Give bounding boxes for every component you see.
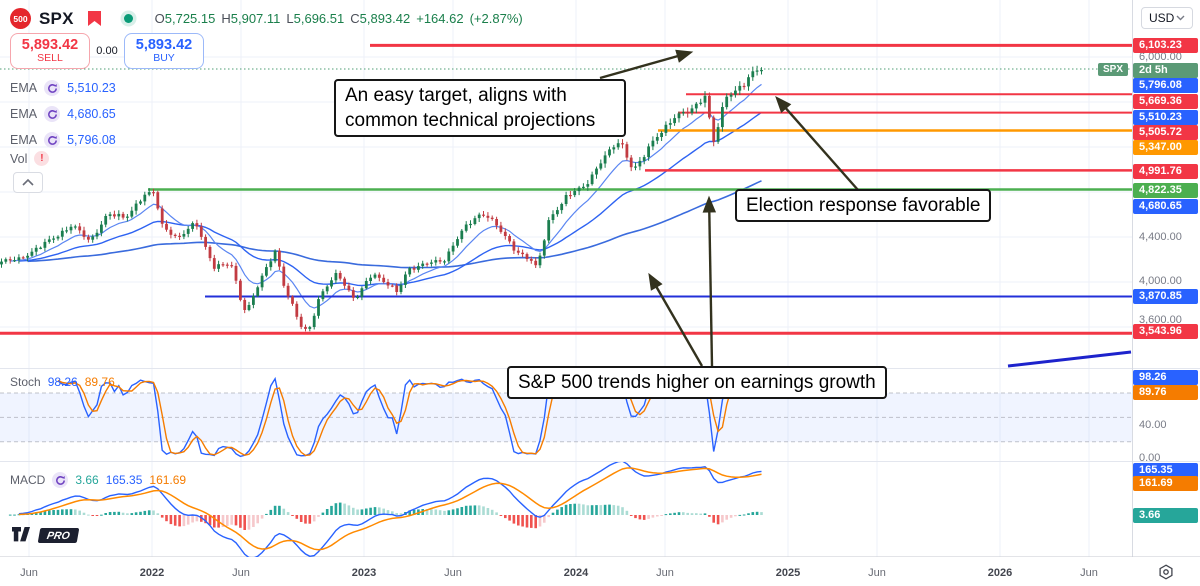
price-axis-tag: 4,822.35 (1133, 182, 1198, 198)
tv-mark-icon (12, 527, 30, 542)
time-axis-label: Jun (1080, 567, 1098, 579)
ema-legend-row: EMA 4,680.65 (10, 106, 116, 122)
ema-legend-row: EMA 5,510.23 (10, 80, 116, 96)
time-axis-label: Jun (444, 567, 462, 579)
price-axis-tag: 4,991.76 (1133, 163, 1198, 179)
price-axis-tag: 2d 5h (1133, 62, 1198, 78)
price-axis-tag: 5,347.00 (1133, 139, 1198, 155)
time-axis-label: Jun (868, 567, 886, 579)
price-axis-tag: 161.69 (1133, 475, 1198, 491)
price-axis-tag: 89.76 (1133, 384, 1198, 400)
ema-label: EMA (10, 133, 38, 147)
price-axis[interactable]: 6,000.00 4,400.00 4,000.00 3,600.00 40.00 0.0… (1132, 0, 1200, 557)
trendline[interactable] (1007, 350, 1132, 368)
macd-label: MACD (10, 473, 46, 487)
annotation-easy-target[interactable]: An easy target, aligns with common techn… (334, 79, 626, 137)
flag-icon[interactable] (87, 10, 102, 27)
refresh-icon[interactable] (44, 80, 61, 96)
macd-signal-value: 161.69 (149, 473, 187, 487)
stoch-label: Stoch (10, 375, 41, 389)
volume-legend-row: Vol ! (10, 151, 50, 166)
price-axis-tag: 3,543.96 (1133, 323, 1198, 339)
price-axis-tag: 4,680.65 (1133, 198, 1198, 214)
stoch-k-value: 98.26 (47, 375, 78, 389)
time-axis-label: 2025 (775, 567, 801, 579)
ema-label: EMA (10, 81, 38, 95)
price-axis-tag: 3.66 (1133, 507, 1198, 523)
time-axis-label: Jun (232, 567, 250, 579)
macd-hist-value: 3.66 (75, 473, 99, 487)
stochastic-series (57, 376, 762, 458)
error-icon[interactable]: ! (34, 151, 50, 166)
stoch-band (0, 393, 1132, 442)
annotation-election-response[interactable]: Election response favorable (735, 189, 992, 222)
ema-value: 5,510.23 (67, 81, 116, 95)
collapse-pane-button[interactable] (13, 172, 43, 193)
refresh-icon[interactable] (44, 132, 61, 148)
spread-value: 0.00 (96, 45, 118, 57)
price-axis-tick: 0.00 (1139, 451, 1161, 464)
price-axis-tag: 165.35 (1133, 462, 1198, 478)
currency-value: USD (1149, 11, 1175, 25)
change-percent: (+2.87%) (469, 11, 523, 26)
price-axis-tag: 98.26 (1133, 369, 1198, 385)
symbol-price-tag: SPX (1098, 63, 1129, 76)
stoch-d-value: 89.76 (84, 375, 115, 389)
refresh-icon[interactable] (44, 106, 61, 122)
time-axis-label: Jun (20, 567, 38, 579)
pro-badge: PRO (37, 527, 80, 543)
buy-button[interactable]: 5,893.42 BUY (124, 33, 204, 69)
change-value: +164.62 (416, 11, 464, 26)
price-axis-tag: 5,505.72 (1133, 124, 1198, 140)
macd-legend-row: MACD 3.66 165.35 161.69 (10, 472, 186, 488)
volume-label: Vol (10, 151, 28, 166)
annotation-earnings-growth[interactable]: S&P 500 trends higher on earnings growth (507, 366, 887, 399)
price-axis-tick: 4,000.00 (1139, 274, 1182, 287)
price-axis-tag: 5,669.36 (1133, 93, 1198, 109)
macd-series (8, 462, 763, 557)
price-axis-tag: 3,870.85 (1133, 288, 1198, 304)
candlestick-series (0, 65, 763, 332)
time-axis-label: 2024 (563, 567, 589, 579)
refresh-icon[interactable] (52, 472, 69, 488)
annotation-arrows (599, 49, 859, 367)
price-level-lines[interactable] (0, 43, 1132, 335)
order-panel: 5,893.42 SELL 0.00 5,893.42 BUY (10, 33, 204, 69)
chevron-down-icon (1176, 15, 1185, 21)
time-axis-label: Jun (656, 567, 674, 579)
price-axis-tick: 4,400.00 (1139, 230, 1182, 243)
time-axis-label: 2026 (987, 567, 1013, 579)
time-axis-label: 2022 (139, 567, 165, 579)
sp500-logo-icon: 500 (10, 8, 31, 29)
currency-selector[interactable]: USD (1141, 7, 1193, 29)
ohlc-readout: O5,725.15 H5,907.11 L5,696.51 C5,893.42 … (154, 11, 523, 26)
scale-settings-icon[interactable] (1152, 562, 1180, 582)
price-axis-tick: 40.00 (1139, 418, 1167, 431)
time-axis[interactable]: Jun 2022 Jun 2023 Jun 2024 Jun 2025 Jun 2026 Jun (0, 557, 1200, 586)
ema-legend-row: EMA 5,796.08 (10, 132, 116, 148)
stoch-legend-row: Stoch 98.26 89.76 (10, 375, 115, 389)
ema-value: 4,680.65 (67, 107, 116, 121)
ema-value: 5,796.08 (67, 133, 116, 147)
macd-line-value: 165.35 (105, 473, 143, 487)
price-axis-tick: 3,600.00 (1139, 313, 1182, 326)
price-axis-tag: 5,796.08 (1133, 77, 1198, 93)
price-axis-tick: 6,000.00 (1139, 50, 1182, 63)
symbol-name: SPX (39, 8, 74, 28)
price-axis-tag: 5,510.23 (1133, 109, 1198, 125)
symbol-header: 500 SPX O5,725.15 H5,907.11 L5,696.51 C5… (10, 8, 523, 29)
market-status-icon (123, 14, 133, 23)
tradingview-logo[interactable]: PRO (12, 527, 80, 543)
ema-label: EMA (10, 107, 38, 121)
price-axis-tag: 6,103.23 (1133, 37, 1198, 53)
time-axis-label: 2023 (351, 567, 377, 579)
sell-button[interactable]: 5,893.42 SELL (10, 33, 90, 69)
